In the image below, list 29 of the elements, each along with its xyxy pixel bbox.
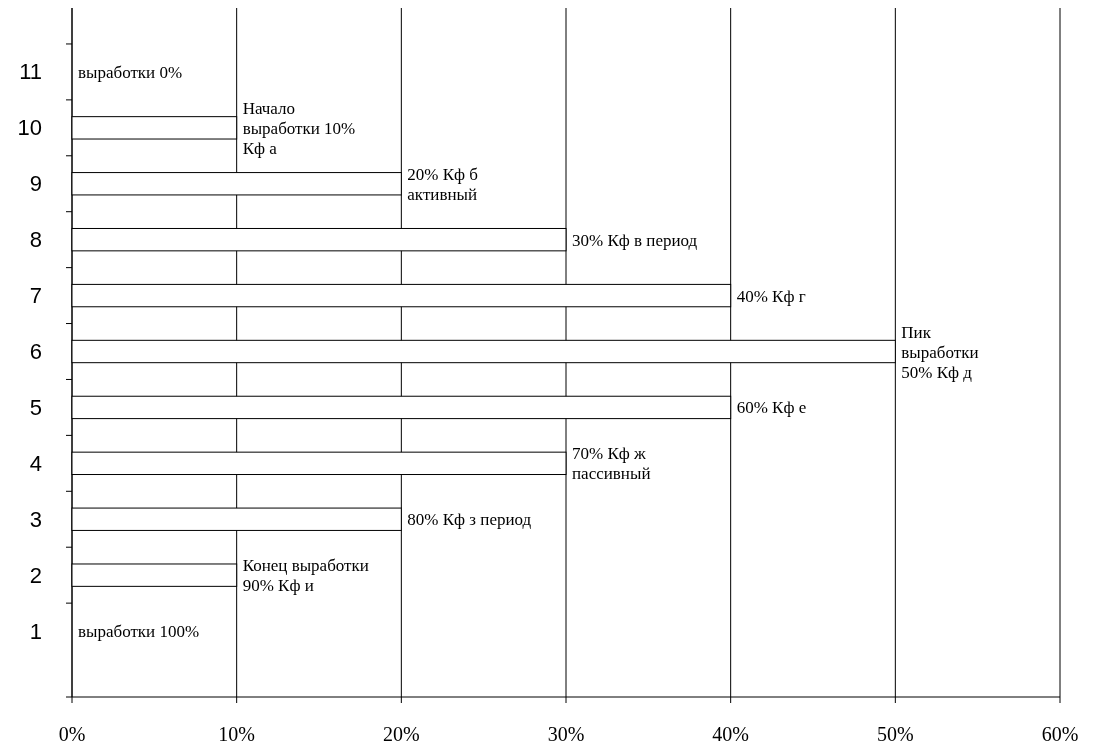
- annotation: выработки 100%: [78, 621, 200, 641]
- y-tick-label: 2: [29, 562, 42, 588]
- y-tick-label: 6: [29, 339, 42, 364]
- x-tick-label: 60%: [1041, 723, 1079, 745]
- y-tick-label: 9: [29, 171, 42, 197]
- x-tick-label: 0%: [58, 723, 86, 745]
- y-tick-label: 5: [29, 394, 42, 420]
- y-tick-label: 4: [29, 450, 42, 476]
- annotation: 80% Кф з период: [407, 509, 532, 529]
- y-tick-label: 3: [29, 506, 42, 532]
- x-tick-label: 20%: [383, 723, 420, 745]
- x-tick-label: 40%: [712, 723, 749, 745]
- y-tick-label: 1: [29, 618, 42, 644]
- annotation: выработки 0%: [78, 62, 183, 82]
- x-tick-label: 10%: [218, 723, 255, 745]
- annotation: 70% Кф ж пассивный: [572, 443, 651, 483]
- y-tick-label: 11: [19, 59, 42, 85]
- annotation: 20% Кф б активный: [407, 164, 479, 204]
- annotation: Конец выработки 90% Кф и: [242, 555, 369, 595]
- x-tick-label: 50%: [877, 723, 914, 745]
- y-tick-label: 7: [29, 283, 42, 309]
- annotation: 40% Кф г: [736, 286, 806, 306]
- annotation: Пик выработки 50% Кф д: [901, 322, 979, 381]
- y-tick-label: 10: [17, 115, 42, 141]
- y-tick-label: 8: [29, 227, 42, 253]
- annotation: Начало выработки 10% Кф а: [242, 98, 356, 158]
- annotation: 60% Кф е: [736, 397, 807, 417]
- x-tick-label: 30%: [547, 723, 585, 745]
- annotation: 30% Кф в период: [572, 230, 698, 250]
